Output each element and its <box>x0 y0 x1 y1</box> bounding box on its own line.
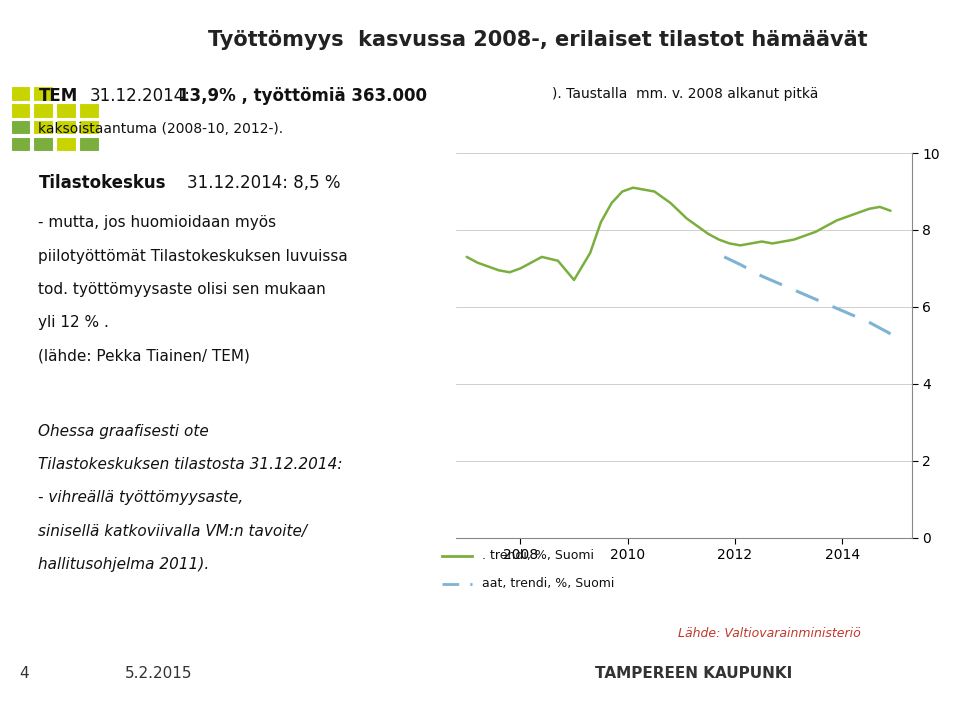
Text: hallitusohjelma 2011).: hallitusohjelma 2011). <box>38 557 209 572</box>
Bar <box>34 120 55 135</box>
Text: piilotyöttömät Tilastokeskuksen luvuissa: piilotyöttömät Tilastokeskuksen luvuissa <box>38 248 348 263</box>
Bar <box>11 120 32 135</box>
Text: Tilastokeskus: Tilastokeskus <box>38 174 166 192</box>
Text: 5.2.2015: 5.2.2015 <box>125 666 192 681</box>
Bar <box>11 103 32 119</box>
Bar <box>34 137 55 152</box>
Bar <box>79 137 100 152</box>
Text: 31.12.2014: 8,5 %: 31.12.2014: 8,5 % <box>187 174 341 192</box>
Bar <box>56 137 77 152</box>
Text: - vihreällä työttömyysaste,: - vihreällä työttömyysaste, <box>38 491 244 506</box>
Text: Työttömyys  kasvussa 2008-, erilaiset tilastot hämäävät: Työttömyys kasvussa 2008-, erilaiset til… <box>207 29 868 50</box>
Text: ). Taustalla  mm. v. 2008 alkanut pitkä: ). Taustalla mm. v. 2008 alkanut pitkä <box>552 88 818 101</box>
Text: 4: 4 <box>19 666 29 681</box>
Text: Ohessa graafisesti ote: Ohessa graafisesti ote <box>38 424 209 439</box>
Text: . trendi, %, Suomi: . trendi, %, Suomi <box>482 549 593 562</box>
Bar <box>56 120 77 135</box>
Bar <box>79 120 100 135</box>
Text: Lähde: Valtiovarainministeriö: Lähde: Valtiovarainministeriö <box>678 627 860 640</box>
Text: TEM: TEM <box>38 88 78 105</box>
Text: (lähde: Pekka Tiainen/ TEM): (lähde: Pekka Tiainen/ TEM) <box>38 349 251 364</box>
Text: Tilastokeskuksen tilastosta 31.12.2014:: Tilastokeskuksen tilastosta 31.12.2014: <box>38 457 343 472</box>
Text: 31.12.2014:: 31.12.2014: <box>89 88 190 105</box>
Bar <box>34 103 55 119</box>
Text: 13,9% , työttömiä 363.000: 13,9% , työttömiä 363.000 <box>178 88 426 105</box>
Bar <box>79 103 100 119</box>
Text: sinisellä katkoviivalla VM:n tavoite/: sinisellä katkoviivalla VM:n tavoite/ <box>38 523 307 538</box>
Text: - mutta, jos huomioidaan myös: - mutta, jos huomioidaan myös <box>38 215 276 231</box>
Bar <box>56 103 77 119</box>
Text: kaksoistaantuma (2008-10, 2012-).: kaksoistaantuma (2008-10, 2012-). <box>38 122 283 137</box>
Text: tod. työttömyysaste olisi sen mukaan: tod. työttömyysaste olisi sen mukaan <box>38 282 326 297</box>
Text: aat, trendi, %, Suomi: aat, trendi, %, Suomi <box>482 577 614 590</box>
Bar <box>34 86 55 102</box>
Text: TAMPEREEN KAUPUNKI: TAMPEREEN KAUPUNKI <box>595 666 792 681</box>
Bar <box>11 86 32 102</box>
Bar <box>11 137 32 152</box>
Text: yli 12 % .: yli 12 % . <box>38 315 109 330</box>
